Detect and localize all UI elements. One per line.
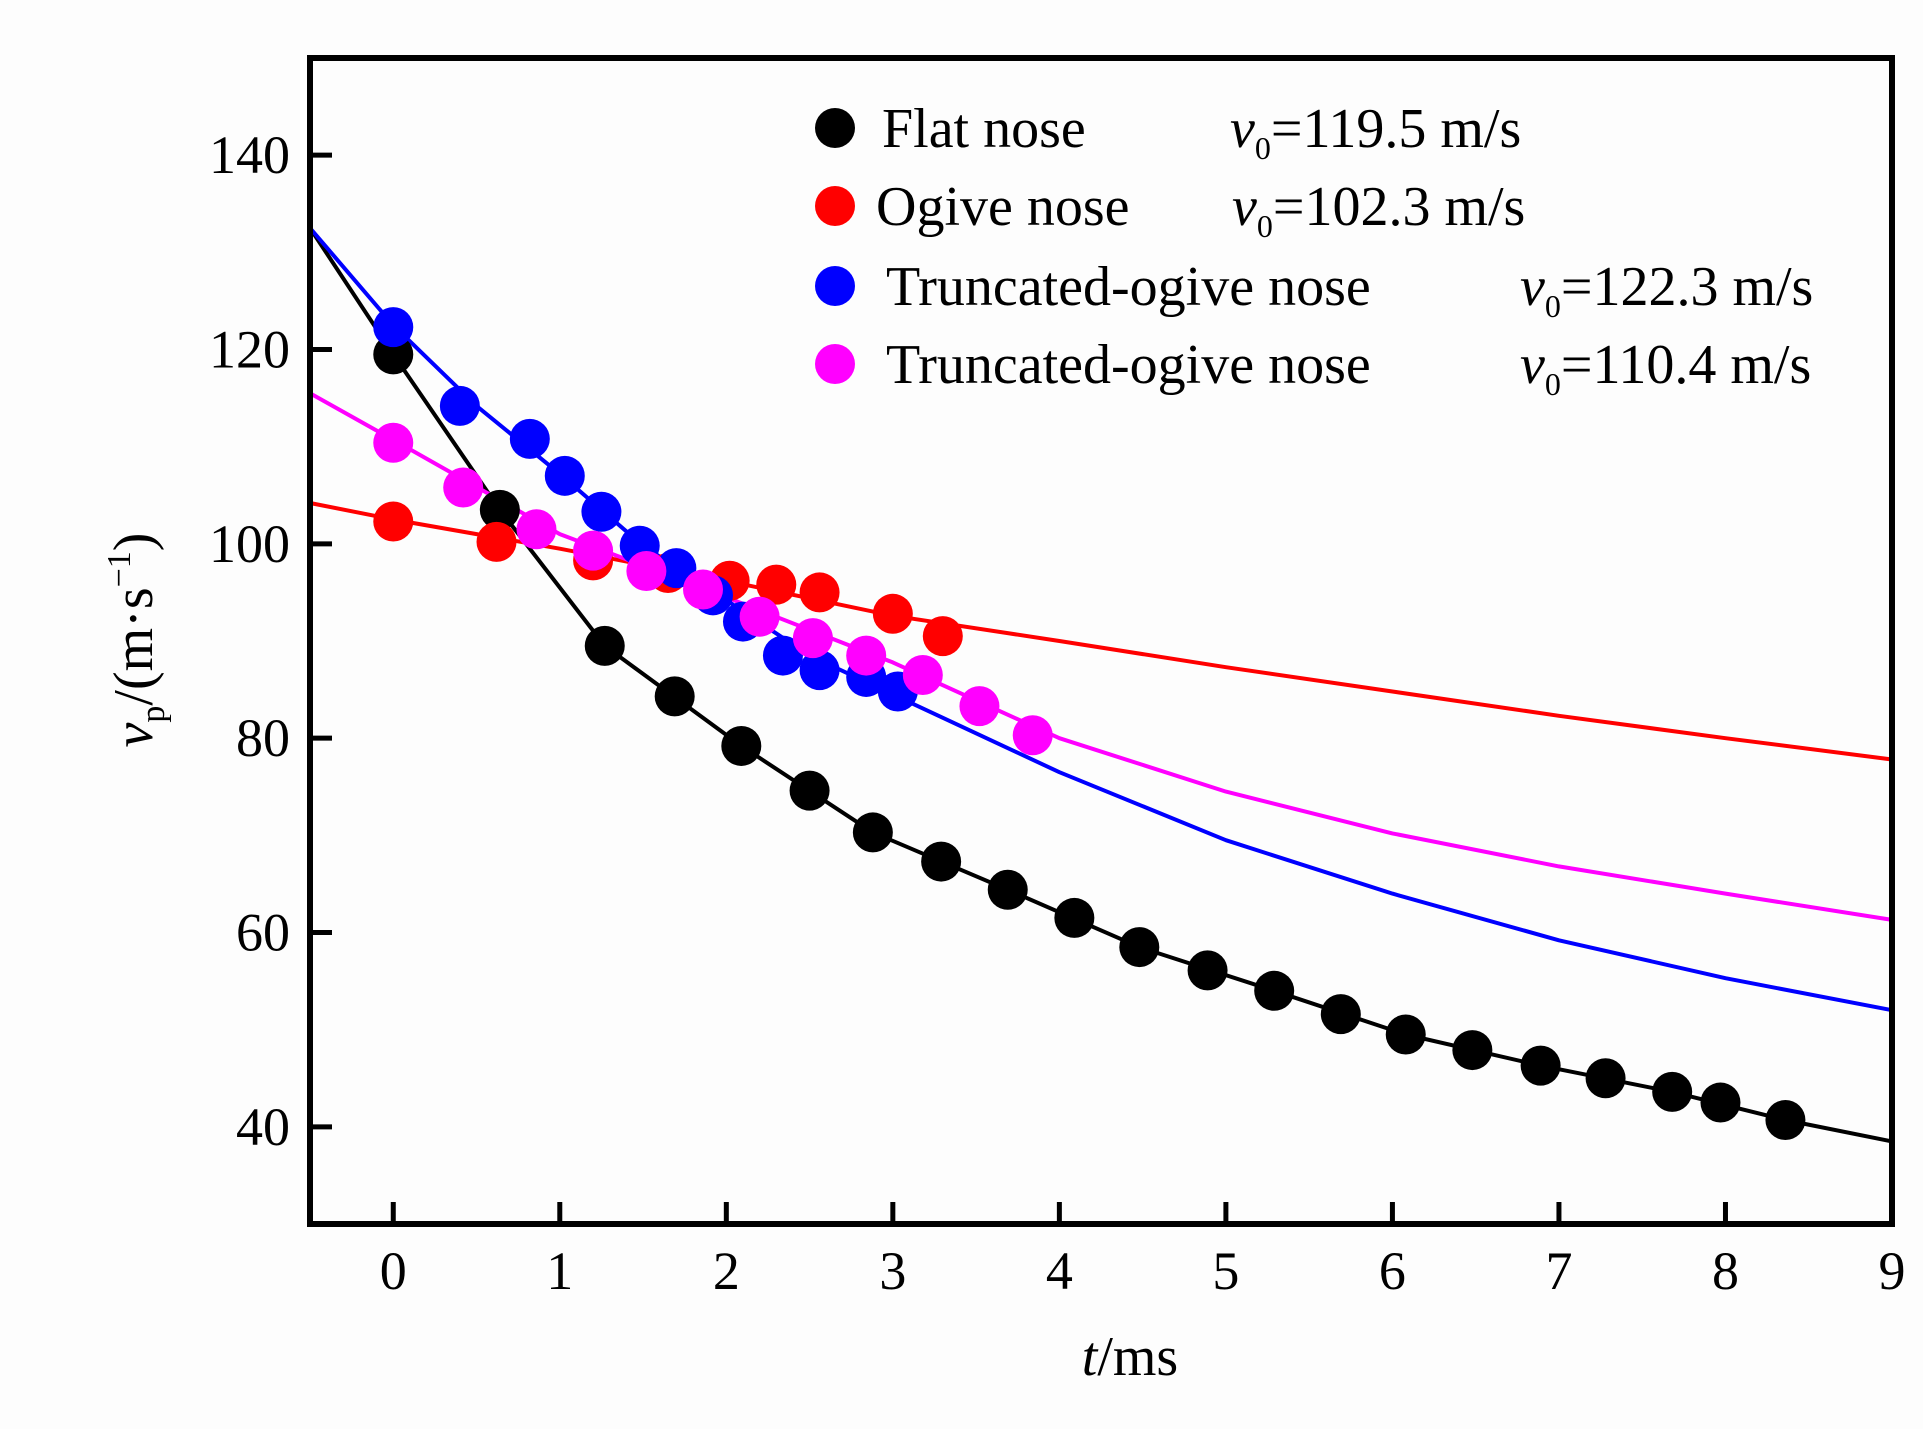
x-tick-label: 3	[879, 1241, 906, 1301]
legend-label: Truncated-ogive nose	[886, 334, 1371, 396]
data-point-series-1	[921, 841, 962, 882]
data-point-series-3	[544, 455, 585, 496]
y-tick-label: 80	[236, 708, 290, 768]
data-point-series-4	[739, 596, 780, 637]
data-point-series-4	[846, 635, 887, 676]
x-tick-label: 5	[1212, 1241, 1239, 1301]
data-point-series-4	[959, 686, 1000, 727]
y-tick-label: 40	[236, 1097, 290, 1157]
data-point-series-1	[789, 770, 830, 811]
legend-marker	[815, 344, 855, 384]
data-point-series-3	[373, 307, 414, 348]
data-point-series-3	[799, 650, 840, 691]
data-point-series-1	[987, 869, 1028, 910]
data-point-series-3	[439, 385, 480, 426]
data-point-series-2	[373, 501, 414, 542]
legend-item: Truncated-ogive nose v0=122.3 m/s	[815, 256, 1813, 324]
data-point-series-3	[762, 635, 803, 676]
x-axis-ticks: 0 1 2 3 4 5 6 7 8 9	[380, 1202, 1906, 1301]
legend-velocity: v0=122.3 m/s	[1520, 256, 1813, 324]
data-point-series-4	[1012, 715, 1053, 756]
data-point-series-1	[1585, 1058, 1626, 1099]
x-axis-label: t/ms	[1082, 1326, 1178, 1388]
data-point-series-4	[373, 422, 414, 463]
x-tick-label: 1	[546, 1241, 573, 1301]
data-point-series-1	[1254, 970, 1295, 1011]
legend-label: Ogive nose	[876, 176, 1130, 238]
data-point-series-1	[1452, 1030, 1493, 1071]
legend-marker	[815, 108, 855, 148]
data-point-series-1	[1652, 1071, 1693, 1112]
data-point-series-1	[852, 812, 893, 853]
x-tick-label: 9	[1879, 1241, 1906, 1301]
data-point-series-1	[1700, 1082, 1741, 1123]
data-point-series-2	[872, 593, 913, 634]
legend-item: Flat nose v0=119.5 m/s	[815, 98, 1521, 166]
data-point-series-1	[1054, 897, 1095, 938]
data-point-series-2	[799, 572, 840, 613]
legend-label: Truncated-ogive nose	[886, 256, 1371, 318]
data-point-series-4	[626, 551, 667, 592]
y-axis-label: vp/(m·s−1)	[101, 533, 172, 748]
data-point-series-1	[1187, 950, 1228, 991]
data-point-series-1	[1520, 1045, 1561, 1086]
data-point-series-4	[792, 618, 833, 659]
y-tick-label: 120	[209, 320, 290, 380]
plot-frame	[307, 55, 1895, 1227]
data-markers	[373, 307, 1806, 1141]
legend-marker	[815, 186, 855, 226]
legend-label: Flat nose	[882, 98, 1086, 160]
data-point-series-3	[581, 491, 622, 532]
legend-velocity: v0=102.3 m/s	[1232, 176, 1525, 244]
data-point-series-1	[654, 676, 695, 717]
legend-velocity: v0=110.4 m/s	[1520, 334, 1811, 402]
legend-item: Ogive nose v0=102.3 m/s	[815, 176, 1525, 244]
x-tick-label: 8	[1712, 1241, 1739, 1301]
y-axis-ticks: 40 60 80 100 120 140	[209, 125, 332, 1157]
y-tick-label: 100	[209, 514, 290, 574]
y-tick-label: 140	[209, 125, 290, 185]
data-point-series-1	[1385, 1014, 1426, 1055]
data-point-series-2	[922, 616, 963, 657]
data-point-series-2	[476, 521, 517, 562]
x-tick-label: 6	[1379, 1241, 1406, 1301]
x-tick-label: 7	[1545, 1241, 1572, 1301]
data-point-series-1	[1119, 927, 1160, 968]
y-tick-label: 60	[236, 903, 290, 963]
x-tick-label: 2	[713, 1241, 740, 1301]
x-tick-label: 0	[380, 1241, 407, 1301]
data-point-series-4	[683, 569, 724, 610]
data-point-series-4	[443, 467, 484, 508]
data-point-series-4	[573, 530, 614, 571]
legend-item: Truncated-ogive nose v0=110.4 m/s	[815, 334, 1811, 402]
data-point-series-2	[756, 564, 797, 605]
x-tick-label: 4	[1046, 1241, 1073, 1301]
data-point-series-1	[584, 625, 625, 666]
legend: Flat nose v0=119.5 m/s Ogive nose v0=102.3 …	[815, 98, 1813, 402]
data-point-series-1	[1765, 1100, 1806, 1141]
data-point-series-3	[509, 418, 550, 459]
data-point-series-4	[902, 655, 943, 696]
data-point-series-3	[656, 548, 697, 589]
legend-marker	[815, 266, 855, 306]
data-point-series-1	[1320, 994, 1361, 1035]
data-point-series-1	[479, 489, 520, 530]
data-point-series-4	[516, 509, 557, 550]
data-point-series-1	[721, 725, 762, 766]
legend-velocity: v0=119.5 m/s	[1230, 98, 1521, 166]
